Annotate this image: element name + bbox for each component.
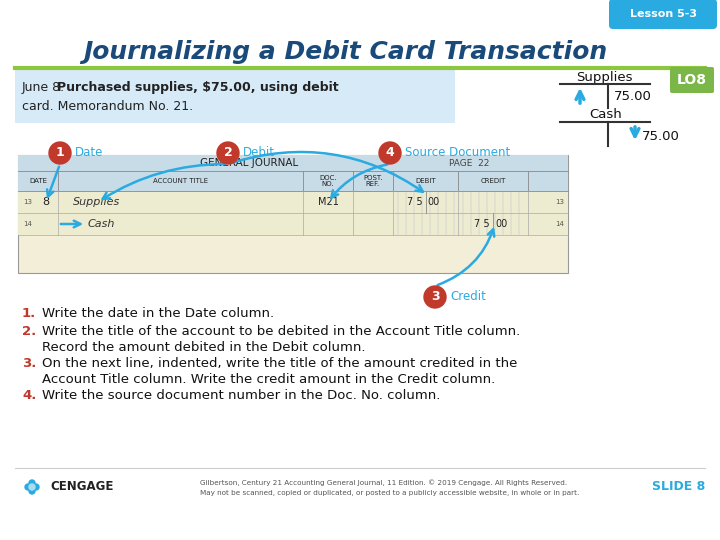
Text: 75.00: 75.00 [614, 91, 652, 104]
Text: 1.: 1. [22, 307, 36, 320]
Bar [15, 69, 455, 123]
Text: Write the date in the Date column.: Write the date in the Date column. [42, 307, 274, 320]
Text: 14: 14 [555, 221, 564, 227]
Circle shape [49, 142, 71, 164]
Text: Purchased supplies, $75.00, using debit: Purchased supplies, $75.00, using debit [57, 80, 338, 93]
Text: Write the title of the account to be debited in the Account Title column.: Write the title of the account to be deb… [42, 325, 521, 338]
Text: On the next line, indented, write the title of the amount credited in the: On the next line, indented, write the ti… [42, 357, 518, 370]
Text: 3.: 3. [22, 357, 37, 370]
Text: 3: 3 [431, 291, 439, 303]
FancyBboxPatch shape [609, 0, 717, 29]
Text: 13: 13 [23, 199, 32, 205]
Text: May not be scanned, copied or duplicated, or posted to a publicly accessible web: May not be scanned, copied or duplicated… [200, 490, 580, 496]
Text: Write the source document number in the Doc. No. column.: Write the source document number in the … [42, 389, 441, 402]
Text: Credit: Credit [450, 291, 486, 303]
Text: DOC.
NO.: DOC. NO. [319, 175, 337, 187]
Text: 13: 13 [555, 199, 564, 205]
Text: 1: 1 [55, 146, 64, 159]
Text: Gilbertson, Century 21 Accounting General Journal, 11 Edition. © 2019 Cengage. A: Gilbertson, Century 21 Accounting Genera… [200, 480, 567, 487]
Circle shape [33, 484, 39, 490]
Text: 4: 4 [386, 146, 395, 159]
Text: June 8.: June 8. [22, 80, 65, 93]
Text: card. Memorandum No. 21.: card. Memorandum No. 21. [22, 100, 193, 113]
Text: Supplies: Supplies [73, 197, 120, 207]
Text: M21: M21 [318, 197, 338, 207]
FancyBboxPatch shape [670, 67, 714, 93]
Circle shape [379, 142, 401, 164]
Text: CREDIT: CREDIT [480, 178, 505, 184]
Text: Record the amount debited in the Debit column.: Record the amount debited in the Debit c… [42, 341, 366, 354]
Text: PAGE  22: PAGE 22 [449, 159, 489, 167]
Text: 2.: 2. [22, 325, 36, 338]
Text: 00: 00 [428, 197, 440, 207]
Text: Cash: Cash [590, 109, 622, 122]
Text: Account Title column. Write the credit amount in the Credit column.: Account Title column. Write the credit a… [42, 373, 495, 386]
Text: Lesson 5-3: Lesson 5-3 [629, 9, 696, 19]
Text: SLIDE 8: SLIDE 8 [652, 481, 705, 494]
Text: 7 5: 7 5 [407, 197, 423, 207]
Bar [18, 213, 568, 235]
Text: LO8: LO8 [677, 73, 707, 87]
Circle shape [25, 484, 31, 490]
Text: 14: 14 [23, 221, 32, 227]
Text: Debit: Debit [243, 146, 275, 159]
Text: CENGAGE: CENGAGE [50, 481, 113, 494]
Text: 75.00: 75.00 [642, 130, 680, 143]
Text: 7 5: 7 5 [474, 219, 490, 229]
Bar [18, 191, 568, 213]
Circle shape [29, 484, 35, 490]
Circle shape [29, 480, 35, 486]
Text: DEBIT: DEBIT [415, 178, 436, 184]
Text: Date: Date [75, 146, 104, 159]
Bar [18, 171, 568, 191]
Text: Source Document: Source Document [405, 146, 510, 159]
Text: Supplies: Supplies [576, 71, 632, 84]
Text: DATE: DATE [29, 178, 47, 184]
Circle shape [29, 488, 35, 494]
Circle shape [217, 142, 239, 164]
Text: 4.: 4. [22, 389, 37, 402]
Text: 00: 00 [495, 219, 508, 229]
Text: ACCOUNT TITLE: ACCOUNT TITLE [153, 178, 208, 184]
Bar [18, 155, 568, 171]
Text: 2: 2 [224, 146, 233, 159]
Text: Cash: Cash [88, 219, 115, 229]
Text: 8: 8 [42, 197, 50, 207]
Bar [18, 155, 568, 273]
Text: POST.
REF.: POST. REF. [364, 175, 383, 187]
Text: GENERAL JOURNAL: GENERAL JOURNAL [200, 158, 298, 168]
Text: Journalizing a Debit Card Transaction: Journalizing a Debit Card Transaction [83, 40, 607, 64]
Circle shape [424, 286, 446, 308]
